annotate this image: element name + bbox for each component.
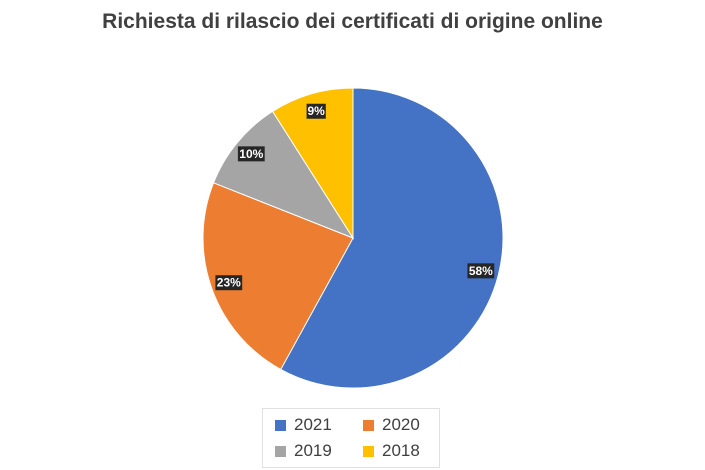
data-label-text-2020: 23% (217, 276, 241, 290)
legend-swatch-2019 (275, 446, 286, 457)
data-label-text-2019: 10% (239, 147, 263, 161)
legend-swatch-2020 (363, 420, 374, 431)
data-label-text-2018: 9% (308, 104, 326, 118)
legend-swatch-2021 (275, 420, 286, 431)
pie-plot-area: 58% 23% 10% 9% (0, 0, 705, 400)
data-label-2021: 58% (467, 263, 494, 278)
chart-legend: 2021 2020 2019 2018 (262, 408, 440, 468)
data-label-2018: 9% (307, 104, 326, 119)
legend-item-2019: 2019 (275, 440, 332, 462)
data-label-text-2021: 58% (469, 264, 493, 278)
data-label-2020: 23% (215, 275, 242, 290)
legend-label-2021: 2021 (294, 415, 332, 435)
legend-swatch-2018 (363, 446, 374, 457)
legend-label-2019: 2019 (294, 441, 332, 461)
legend-item-2021: 2021 (275, 414, 332, 436)
legend-item-2020: 2020 (363, 414, 420, 436)
legend-label-2018: 2018 (382, 441, 420, 461)
legend-item-2018: 2018 (363, 440, 420, 462)
legend-label-2020: 2020 (382, 415, 420, 435)
data-label-2019: 10% (238, 146, 265, 161)
